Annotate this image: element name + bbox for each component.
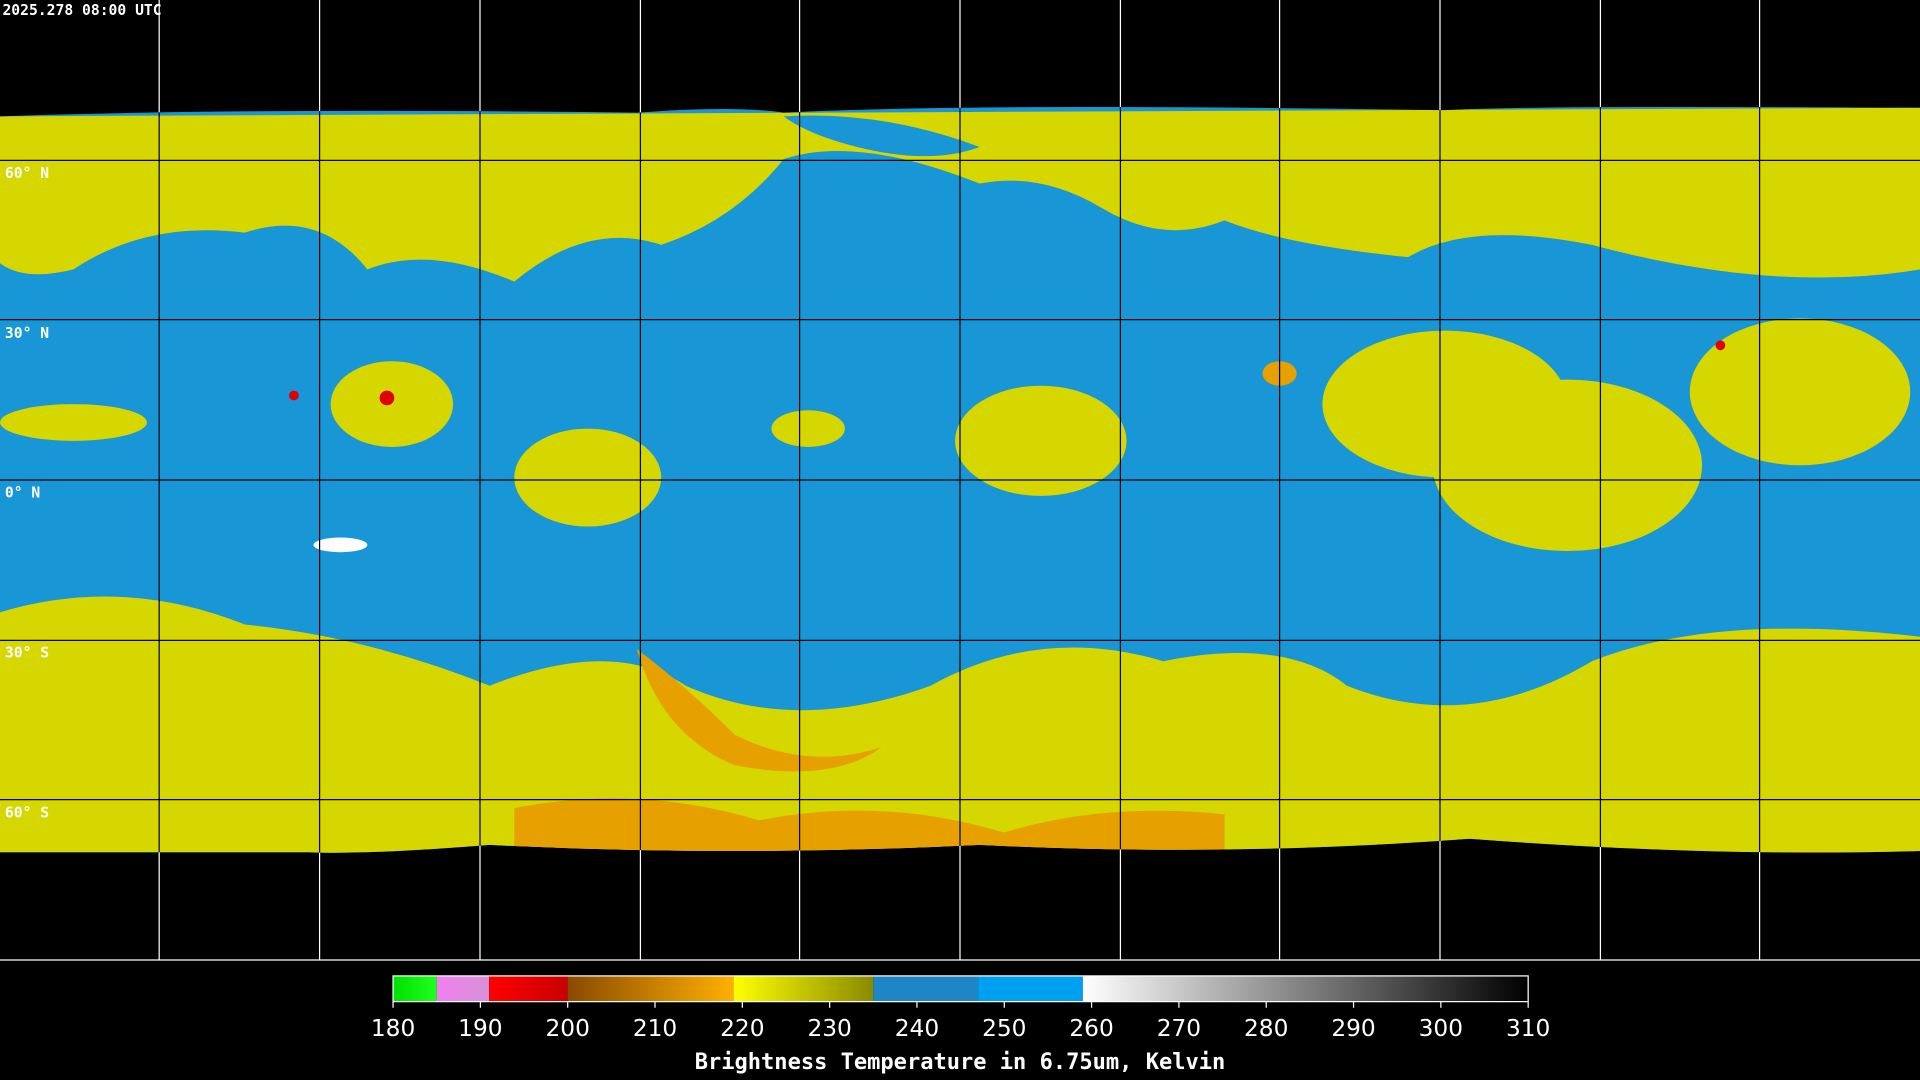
colorbar-tick-label: 200 <box>545 1015 589 1042</box>
colorbar-tick-label: 270 <box>1157 1015 1201 1042</box>
colorbar-tick-label: 250 <box>982 1015 1026 1042</box>
latitude-label: 30° N <box>5 325 49 342</box>
colorbar-segment <box>733 975 874 1002</box>
colorbar-segment <box>489 975 568 1002</box>
colorbar-tick-label: 260 <box>1069 1015 1113 1042</box>
colorbar-segment <box>436 975 490 1002</box>
colorbar-tick-label: 210 <box>633 1015 677 1042</box>
colorbar-segment <box>978 975 1083 1002</box>
colorbar-segment <box>873 975 979 1002</box>
grid-black <box>0 106 1920 853</box>
colorbar-tick-label: 290 <box>1331 1015 1375 1042</box>
colorbar-tick-label: 220 <box>720 1015 764 1042</box>
latitude-label: 60° N <box>5 165 49 182</box>
colorbar-tick-label: 190 <box>458 1015 502 1042</box>
colorbar-segment <box>1082 975 1529 1002</box>
colorbar-title: Brightness Temperature in 6.75um, Kelvin <box>695 1050 1226 1075</box>
colorbar-tick-label: 280 <box>1244 1015 1288 1042</box>
colorbar-tick-label: 310 <box>1506 1015 1550 1042</box>
colorbar-segment <box>567 975 734 1002</box>
latitude-label: 30° S <box>5 645 49 662</box>
colorbar-segment <box>393 975 437 1002</box>
colorbar-tick-label: 230 <box>807 1015 851 1042</box>
colorbar-tick-label: 240 <box>895 1015 939 1042</box>
timestamp: 2025.278 08:00 UTC <box>2 2 161 19</box>
colorbar-frame <box>392 975 1529 1003</box>
colorbar-tick-label: 180 <box>371 1015 415 1042</box>
latitude-label: 60° S <box>5 805 49 822</box>
latitude-label: 0° N <box>5 485 40 502</box>
colorbar-tick-label: 300 <box>1419 1015 1463 1042</box>
